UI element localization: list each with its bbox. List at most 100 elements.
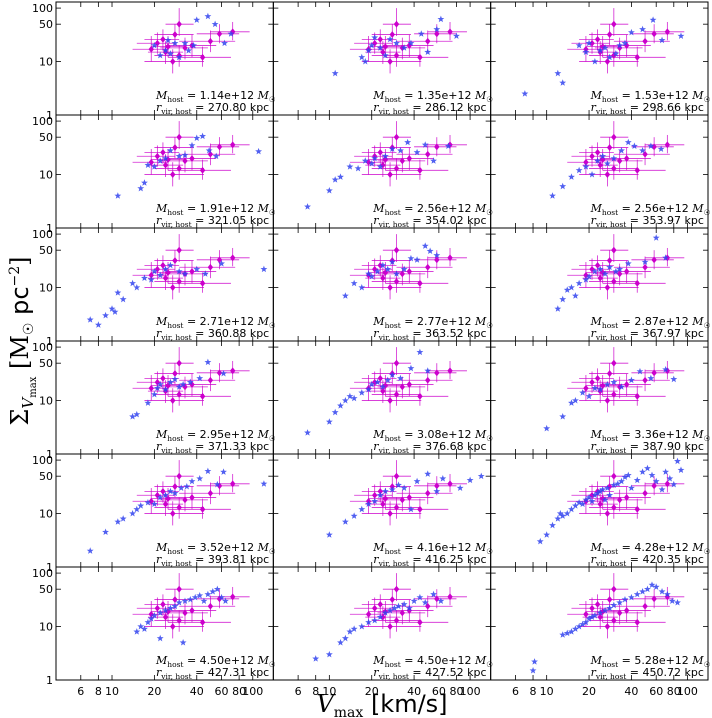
observed-point bbox=[154, 363, 194, 385]
observed-marker bbox=[399, 609, 406, 617]
observed-marker bbox=[160, 600, 166, 608]
simulated-star bbox=[639, 588, 646, 595]
simulated-star bbox=[86, 547, 94, 554]
equals-sign: = bbox=[618, 315, 634, 328]
simulated-star bbox=[114, 192, 122, 199]
virial-radius-annotation: rvir, host = 371.33 kpc bbox=[156, 440, 269, 455]
observed-point bbox=[427, 21, 467, 41]
rvir-value: 427.52 bbox=[425, 666, 464, 679]
observed-marker bbox=[160, 487, 166, 495]
simulated-star bbox=[591, 491, 599, 499]
observed-marker bbox=[176, 617, 182, 624]
y-tick-label: 10 bbox=[39, 621, 53, 634]
observed-marker bbox=[160, 148, 166, 156]
mhost-symbol: M bbox=[590, 315, 603, 328]
simulated-star bbox=[585, 273, 593, 280]
simulated-star bbox=[588, 497, 596, 505]
observed-marker bbox=[399, 270, 406, 278]
msun-symbol: M bbox=[689, 428, 704, 441]
simulated-star bbox=[594, 157, 602, 164]
virial-radius-annotation: rvir, host = 298.66 kpc bbox=[591, 101, 704, 116]
simulated-star bbox=[647, 374, 655, 382]
observed-marker bbox=[189, 494, 195, 501]
observed-marker bbox=[393, 359, 400, 367]
msun-symbol: M bbox=[471, 428, 486, 441]
observed-marker bbox=[616, 157, 623, 165]
simulated-star bbox=[384, 376, 392, 384]
observed-point bbox=[589, 363, 629, 385]
simulated-star bbox=[133, 410, 141, 418]
observed-marker bbox=[417, 53, 423, 61]
observed-marker bbox=[594, 35, 601, 43]
simulated-star bbox=[376, 44, 384, 51]
simulated-star bbox=[639, 25, 646, 33]
observed-point bbox=[154, 610, 204, 632]
kpc-unit: kpc bbox=[681, 327, 704, 340]
y-label-subsubscript: max bbox=[28, 376, 39, 397]
observed-marker bbox=[189, 607, 195, 614]
observed-marker bbox=[589, 152, 595, 160]
virial-radius-annotation: rvir, host = 427.31 kpc bbox=[156, 666, 269, 681]
mhost-symbol: M bbox=[155, 89, 168, 102]
simulated-star bbox=[368, 41, 376, 49]
simulated-star bbox=[213, 585, 221, 593]
observed-point bbox=[579, 49, 639, 74]
observed-point bbox=[382, 260, 434, 284]
observed-point bbox=[210, 134, 250, 154]
x-tick-label: 40 bbox=[407, 685, 421, 698]
observed-marker bbox=[434, 482, 440, 490]
simulated-star bbox=[386, 606, 394, 614]
observed-marker bbox=[611, 278, 617, 285]
simulated-star bbox=[407, 254, 415, 262]
simulated-star bbox=[167, 50, 174, 57]
host-mass-annotation: Mhost = 1.14e+12 M☉ bbox=[155, 89, 276, 104]
rvir-symbol: r bbox=[591, 440, 597, 453]
observed-marker bbox=[406, 268, 413, 275]
observed-marker bbox=[447, 593, 453, 601]
observed-point bbox=[165, 347, 194, 376]
simulated-star bbox=[361, 57, 369, 65]
mhost-value: 4.50e+12 bbox=[200, 654, 254, 667]
simulated-star bbox=[156, 157, 164, 164]
observed-marker bbox=[199, 392, 206, 400]
simulated-star bbox=[400, 44, 408, 51]
rvir-subscript: vir, host bbox=[595, 333, 626, 342]
panel-data bbox=[129, 347, 250, 420]
observed-marker bbox=[393, 133, 400, 141]
simulated-star bbox=[350, 279, 358, 287]
simulated-star bbox=[437, 597, 445, 604]
panel-3: Mhost = 1.53e+12 M☉rvir, host = 298.66 k… bbox=[490, 1, 711, 116]
observed-marker bbox=[371, 378, 378, 386]
observed-marker bbox=[393, 617, 400, 624]
y-tick-label: 1 bbox=[46, 561, 53, 574]
msun-symbol: M bbox=[689, 202, 704, 215]
observed-point bbox=[602, 611, 666, 632]
observed-point bbox=[361, 388, 422, 413]
simulated-star bbox=[606, 604, 614, 612]
kpc-unit: kpc bbox=[246, 553, 269, 566]
observed-marker bbox=[447, 254, 453, 262]
mhost-subscript: host bbox=[602, 547, 618, 556]
observed-marker bbox=[616, 609, 623, 617]
observed-point bbox=[165, 260, 217, 284]
observed-marker bbox=[199, 53, 206, 61]
observed-marker bbox=[377, 35, 383, 43]
simulated-star bbox=[358, 505, 366, 513]
observed-marker bbox=[162, 613, 169, 621]
mhost-value: 5.28e+12 bbox=[634, 654, 688, 667]
simulated-star bbox=[147, 615, 155, 622]
observed-point bbox=[361, 162, 422, 187]
simulated-star bbox=[156, 493, 164, 501]
observed-marker bbox=[606, 144, 613, 151]
simulated-star bbox=[644, 464, 651, 472]
observed-marker bbox=[434, 143, 440, 151]
observed-point bbox=[600, 486, 651, 510]
equals-sign: = bbox=[409, 101, 425, 114]
observed-point bbox=[382, 486, 434, 510]
simulated-star bbox=[260, 265, 268, 273]
simulated-star bbox=[381, 51, 389, 59]
rvir-subscript: vir, host bbox=[378, 107, 409, 116]
mhost-symbol: M bbox=[372, 315, 385, 328]
kpc-unit: kpc bbox=[246, 666, 269, 679]
simulated-star bbox=[588, 613, 596, 621]
